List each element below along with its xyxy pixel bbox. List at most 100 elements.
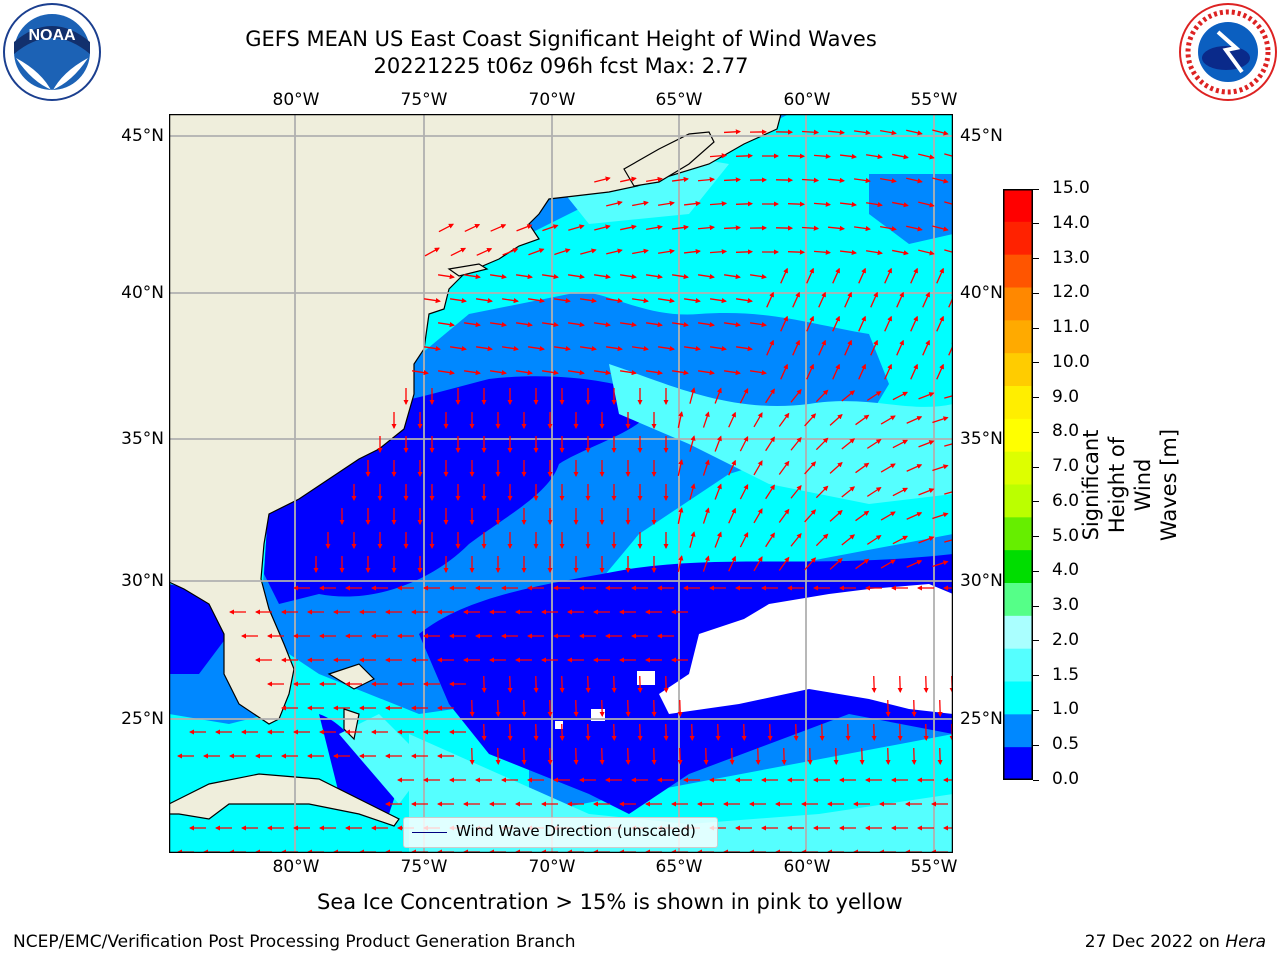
wave-direction-arrow (683, 248, 701, 255)
wave-direction-arrow (829, 461, 843, 474)
colorbar-tick-mark (1033, 362, 1039, 364)
wave-direction-arrow (906, 416, 923, 424)
wave-direction-arrow (739, 387, 749, 404)
wave-direction-arrow (896, 291, 904, 308)
colorbar-label: Significant Height of Wind Waves [m] (1078, 410, 1182, 560)
wave-direction-arrow (855, 510, 870, 522)
wave-direction-arrow (790, 484, 802, 499)
wave-direction-arrow (910, 267, 918, 284)
wave-direction-arrow (844, 339, 852, 356)
wave-direction-arrow (541, 322, 559, 328)
colorbar-tick-mark (1033, 779, 1039, 781)
wave-direction-arrow (723, 274, 741, 280)
colorbar-segment (1003, 517, 1033, 551)
wave-direction-arrow (728, 459, 736, 476)
wave-direction-arrow (645, 322, 663, 328)
wave-direction-arrow (792, 291, 800, 308)
wave-direction-arrow (880, 415, 896, 425)
colorbar-tick-mark (1033, 744, 1039, 746)
wave-direction-arrow (918, 201, 935, 208)
wave-direction-arrow (437, 322, 455, 328)
wave-direction-arrow (689, 483, 696, 500)
wave-direction-arrow (910, 363, 918, 380)
wave-direction-arrow (449, 298, 467, 304)
wave-direction-arrow (689, 387, 696, 404)
wave-direction-arrow (567, 274, 585, 280)
wave-direction-arrow (865, 250, 883, 256)
wave-direction-arrow (866, 391, 882, 401)
wave-direction-arrow (632, 200, 649, 207)
wave-direction-arrow (709, 298, 727, 304)
wave-direction-arrow (787, 153, 806, 159)
wave-direction-arrow (884, 267, 892, 284)
wave-direction-arrow (922, 339, 930, 356)
wave-direction-arrow (892, 201, 909, 208)
colorbar-tick-mark (1033, 188, 1039, 190)
wave-direction-arrow (858, 267, 866, 284)
wave-direction-arrow (880, 129, 897, 136)
wave-direction-arrow (815, 437, 829, 451)
wave-direction-arrow (542, 224, 559, 232)
colorbar-tick-mark (1033, 223, 1039, 225)
wave-direction-arrow (735, 346, 753, 352)
wave-direction-arrow (646, 176, 663, 183)
wave-direction-arrow (527, 346, 545, 352)
colorbar-tick-label: 5.0 (1052, 525, 1080, 546)
wave-direction-arrow (411, 370, 429, 376)
wave-direction-arrow (792, 339, 800, 356)
wave-direction-arrow (765, 532, 775, 548)
sea-ice-note: Sea Ice Concentration > 15% is shown in … (317, 890, 903, 914)
wave-direction-arrow (880, 559, 896, 569)
colorbar-segment (1003, 353, 1033, 387)
wave-direction-arrow (463, 322, 481, 328)
wave-direction-arrow (936, 363, 944, 380)
colorbar-tick-label: 11.0 (1052, 317, 1090, 338)
wave-direction-arrow (806, 315, 814, 332)
wave-direction-arrow (541, 370, 559, 376)
lat-label-right-25n: 25°N (960, 709, 1003, 729)
noaa-logo: NOAA (3, 3, 101, 101)
wave-direction-arrow (765, 484, 775, 500)
wave-direction-arrow (714, 387, 722, 404)
wave-direction-arrow (605, 298, 623, 304)
wave-direction-arrow (804, 413, 817, 427)
wave-direction-arrow (677, 411, 684, 428)
wave-direction-arrow (735, 249, 754, 255)
colorbar-tick-mark (1033, 327, 1039, 329)
colorbar-segment (1003, 418, 1033, 453)
wave-direction-arrow (671, 224, 689, 231)
wave-direction-arrow (475, 346, 493, 352)
colorbar-tick-label: 12.0 (1052, 282, 1090, 303)
lat-label-left-25n: 25°N (121, 709, 164, 729)
wave-direction-arrow (753, 556, 763, 572)
wave-direction-arrow (723, 225, 742, 231)
wave-direction-arrow (910, 315, 918, 332)
lon-label-bottom-60w: 60°W (783, 857, 831, 877)
wave-direction-arrow (619, 274, 637, 280)
wave-direction-arrow (787, 249, 806, 255)
map-plot (169, 114, 953, 853)
footer-machine: Hera (1225, 932, 1266, 952)
wave-direction-arrow (813, 153, 832, 159)
lat-label-left-45n: 45°N (121, 126, 164, 146)
wave-direction-arrow (906, 464, 923, 472)
wave-direction-arrow (464, 223, 481, 233)
wave-direction-arrow (932, 512, 949, 520)
colorbar (1003, 189, 1033, 780)
wave-direction-arrow (620, 176, 637, 183)
wave-direction-arrow (619, 322, 637, 328)
wave-direction-arrow (515, 322, 533, 328)
wave-direction-arrow (892, 249, 909, 256)
wave-direction-arrow (880, 177, 897, 184)
wave-direction-arrow (671, 370, 689, 376)
wave-direction-arrow (501, 298, 519, 304)
lat-label-right-45n: 45°N (960, 126, 1003, 146)
wave-direction-arrow (489, 274, 507, 280)
wave-direction-arrow (631, 346, 649, 352)
footer-branch: NCEP/EMC/Verification Post Processing Pr… (13, 932, 576, 952)
nova-scotia (623, 131, 715, 187)
wave-direction-arrow (749, 322, 767, 328)
wave-direction-arrow (806, 363, 814, 380)
lat-label-right-30n: 30°N (960, 571, 1003, 591)
lon-label-top-75w: 75°W (400, 90, 448, 110)
